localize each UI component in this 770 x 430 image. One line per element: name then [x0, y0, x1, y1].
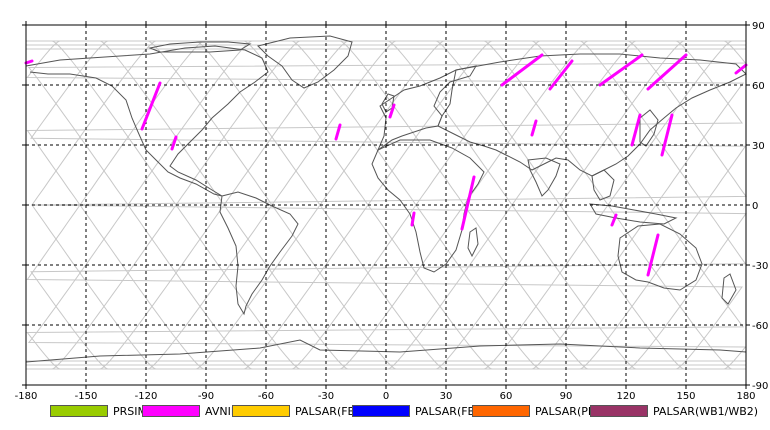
coastlines [25, 35, 747, 363]
acquisition-segment [140, 81, 162, 131]
legend-swatch-palsar-wb [590, 405, 648, 417]
legend-item-palsar-fbs: PALSAR(FBS) [232, 404, 366, 418]
coastline-arctic-islands [148, 41, 252, 53]
acquisition-segment [660, 113, 674, 157]
coastline-uk [381, 93, 395, 113]
avnir-2-acquisitions [24, 53, 748, 277]
acquisition-segment [598, 53, 644, 87]
coastline-indonesia [589, 203, 678, 225]
x-tick-label: -180 [15, 391, 38, 400]
coastline-india [527, 157, 561, 197]
map-chart: -180 -150 -120 -90 -60 -30 0 30 60 90 120 150 180 90 6… [15, 21, 768, 400]
coastline-africa [371, 139, 485, 273]
x-tick-label: 120 [616, 391, 635, 400]
legend-label-prsim: PRSIM [113, 404, 147, 418]
x-tick-label: -120 [135, 391, 158, 400]
graticule [26, 25, 746, 385]
coastline-north-america [25, 45, 269, 197]
x-tick-label: 90 [560, 391, 573, 400]
acquisition-segment [24, 59, 34, 65]
y-tick-label: -90 [752, 381, 768, 392]
x-tick-label: -90 [198, 391, 214, 400]
legend-swatch-palsar-fbs [232, 405, 290, 417]
legend-item-palsar-plr: PALSAR(PLR) [472, 404, 606, 418]
x-tick-label: -60 [258, 391, 274, 400]
acquisition-segment [500, 53, 544, 87]
coastline-antarctica [25, 339, 747, 363]
coastline-madagascar [467, 227, 479, 258]
acquisition-segment [548, 59, 574, 91]
legend-item-palsar-fbd: PALSAR(FBD) [352, 404, 488, 418]
acquisition-segment [734, 63, 748, 75]
legend-label-palsar-wb: PALSAR(WB1/WB2) [653, 404, 759, 418]
y-tick-label: -60 [752, 321, 768, 332]
legend-swatch-avnir-2 [142, 405, 200, 417]
legend-swatch-prsim [50, 405, 108, 417]
acquisition-segment [460, 175, 476, 231]
coastline-southeast-asia [591, 169, 615, 201]
axis-ticks: -180 -150 -120 -90 -60 -30 0 30 60 90 120 150 180 90 6… [15, 21, 768, 400]
acquisition-segment [410, 211, 416, 227]
acquisition-segment [530, 119, 538, 137]
x-tick-label: 180 [736, 391, 755, 400]
y-tick-label: 90 [752, 21, 765, 32]
acquisition-segment [646, 53, 688, 91]
x-tick-label: -150 [75, 391, 98, 400]
acquisition-segment [388, 103, 396, 119]
x-tick-label: 60 [500, 391, 513, 400]
y-tick-label: 30 [752, 141, 765, 152]
legend-swatch-palsar-fbd [352, 405, 410, 417]
coastline-europe [376, 65, 478, 152]
coastline-new-zealand [721, 273, 737, 305]
x-tick-label: -30 [318, 391, 334, 400]
acquisition-segment [630, 113, 642, 147]
x-tick-label: 30 [440, 391, 453, 400]
acquisition-segment [170, 135, 178, 151]
coastline-japan [639, 109, 659, 147]
coastline-south-america [219, 191, 299, 316]
legend-label-palsar-fbs: PALSAR(FBS) [295, 404, 367, 418]
x-tick-label: 150 [676, 391, 695, 400]
y-tick-label: -30 [752, 261, 768, 272]
legend-swatch-palsar-plr [472, 405, 530, 417]
legend-item-prsim: PRSIM [50, 404, 147, 418]
acquisition-segment [610, 213, 618, 227]
x-tick-label: 0 [383, 391, 389, 400]
acquisition-segment [646, 233, 660, 277]
legend-item-palsar-wb: PALSAR(WB1/WB2) [590, 404, 758, 418]
legend: PRSIM AVNIR-2 PALSAR(FBS) PALSAR(FBD) PA… [0, 400, 770, 424]
y-tick-label: 0 [752, 201, 758, 212]
y-tick-label: 60 [752, 81, 765, 92]
legend-label-palsar-plr: PALSAR(PLR) [535, 404, 606, 418]
acquisition-segment [334, 123, 342, 141]
legend-label-palsar-fbd: PALSAR(FBD) [415, 404, 488, 418]
coastline-australia [617, 223, 703, 291]
